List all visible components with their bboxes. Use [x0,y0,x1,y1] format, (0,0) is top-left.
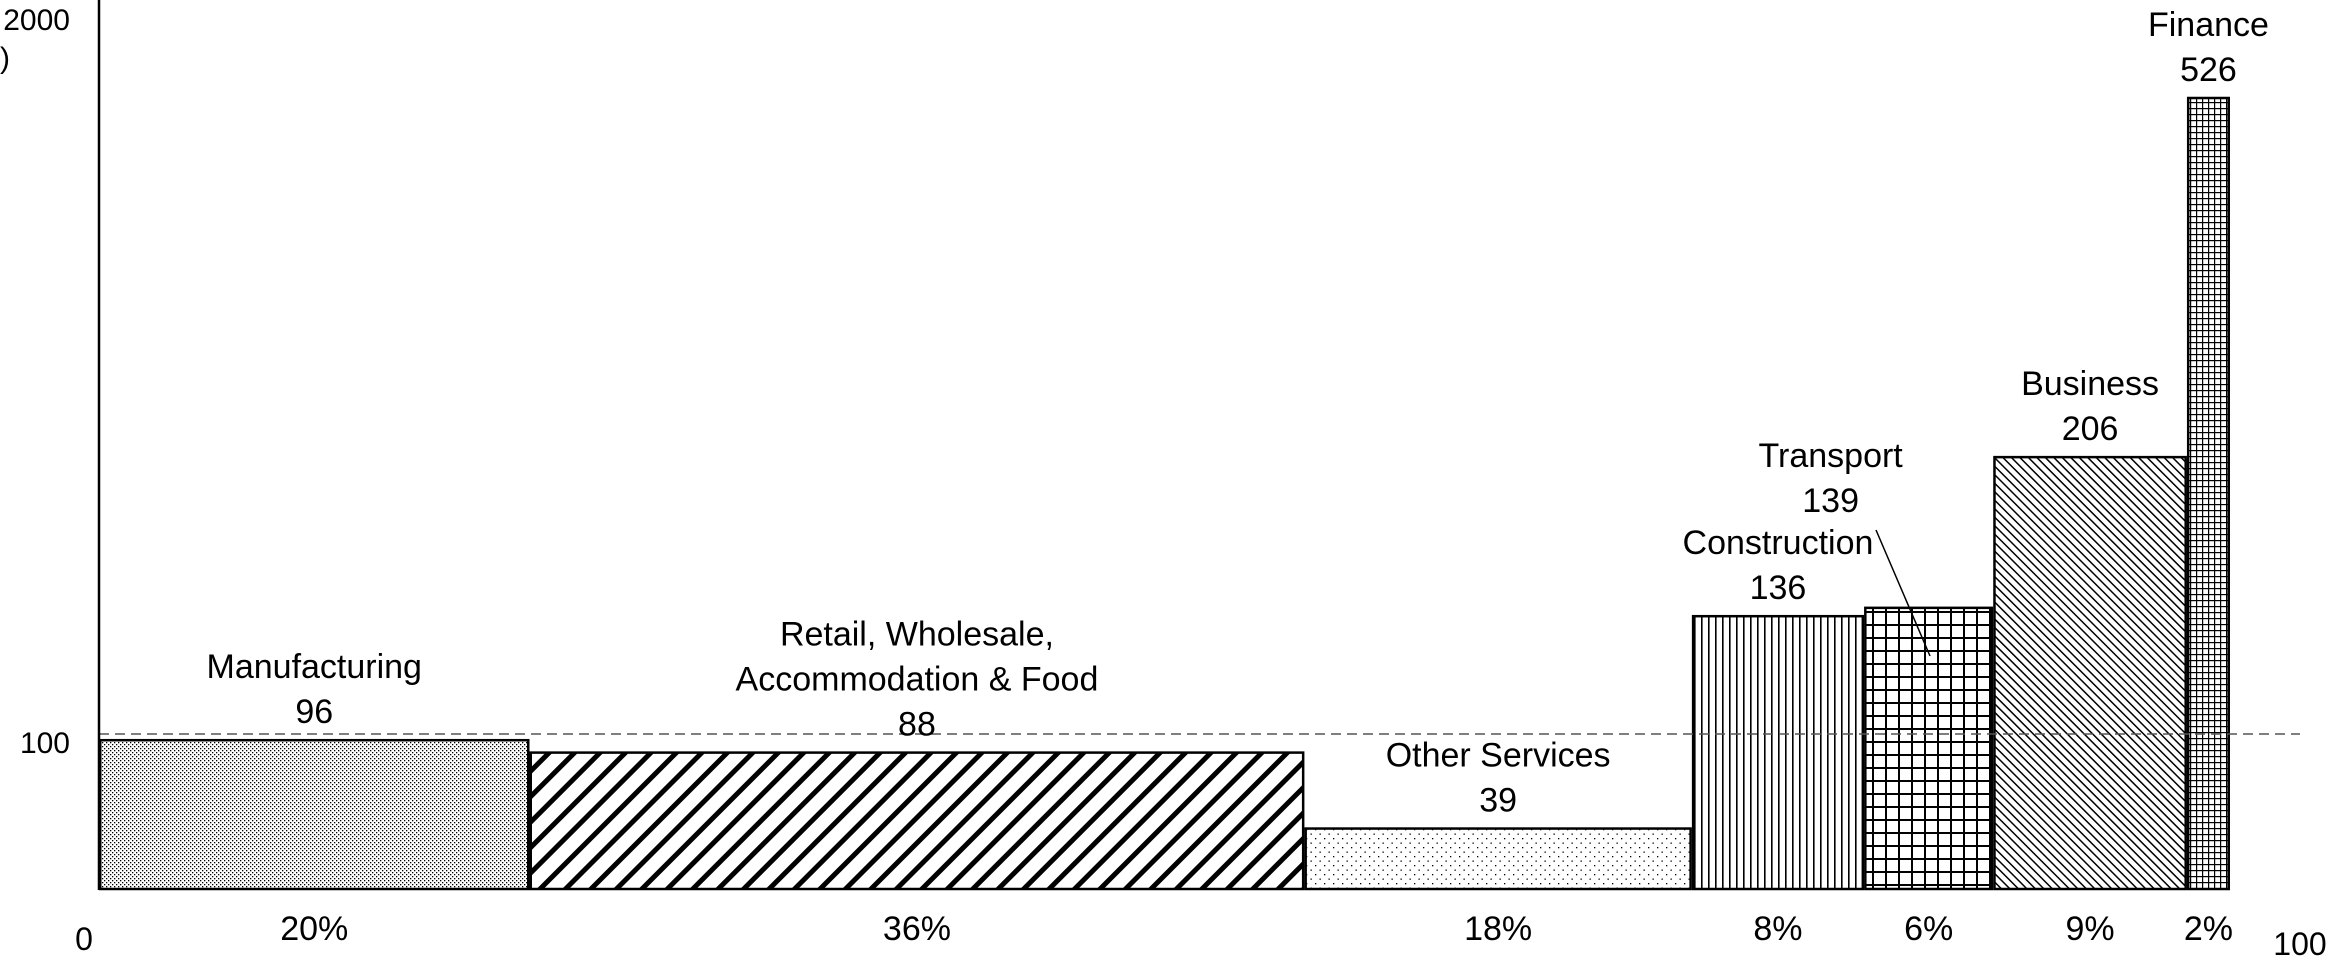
value-label-construction: 136 [1750,569,1807,607]
bars-layer [99,96,2300,891]
bar-construction [1691,614,1865,891]
y-axis-top-fragment: ) [0,42,10,75]
value-label-transport: 139 [1802,482,1859,520]
width-label-business: 9% [2066,910,2115,948]
bar-finance [2186,96,2230,891]
y-tick-label-100: 100 [20,727,70,760]
width-label-retail-wholesale-accommodation-food: 36% [883,910,951,948]
labels-layer: 20% Manufacturing 96 36% Retail, Wholesale, A… [207,6,2269,948]
width-label-finance: 2% [2184,910,2233,948]
category-label-manufacturing: Manufacturing [207,648,422,686]
width-label-manufacturing: 20% [280,910,348,948]
x-axis-max-label: 100 [2273,926,2326,959]
category-label-retail-wholesale-accommodation-food: Retail, Wholesale, [780,616,1054,654]
bar-manufacturing [99,738,530,891]
category-label-construction: Construction [1683,524,1874,562]
bar-transport [1864,606,1994,891]
width-label-construction: 8% [1753,910,1802,948]
bar-retail-wholesale-accommodation-food [529,751,1305,891]
category-label-transport: Transport [1759,437,1904,475]
category-label-retail-wholesale-accommodation-food: Accommodation & Food [736,661,1099,699]
width-label-transport: 6% [1904,910,1953,948]
y-tick-label-top: 2000 [3,4,70,37]
category-label-business: Business [2021,365,2159,403]
value-label-other-services: 39 [1479,782,1517,820]
bar-business [1993,455,2187,891]
x-axis-min-label: 0 [75,921,93,957]
category-label-other-services: Other Services [1386,737,1611,775]
bar-other-services [1304,827,1692,891]
value-label-manufacturing: 96 [295,693,333,731]
category-label-finance: Finance [2148,6,2269,44]
leader-line-transport [1875,529,1931,657]
value-label-finance: 526 [2180,51,2237,89]
value-label-retail-wholesale-accommodation-food: 88 [898,706,936,744]
width-label-other-services: 18% [1464,910,1532,948]
value-label-business: 206 [2062,410,2119,448]
